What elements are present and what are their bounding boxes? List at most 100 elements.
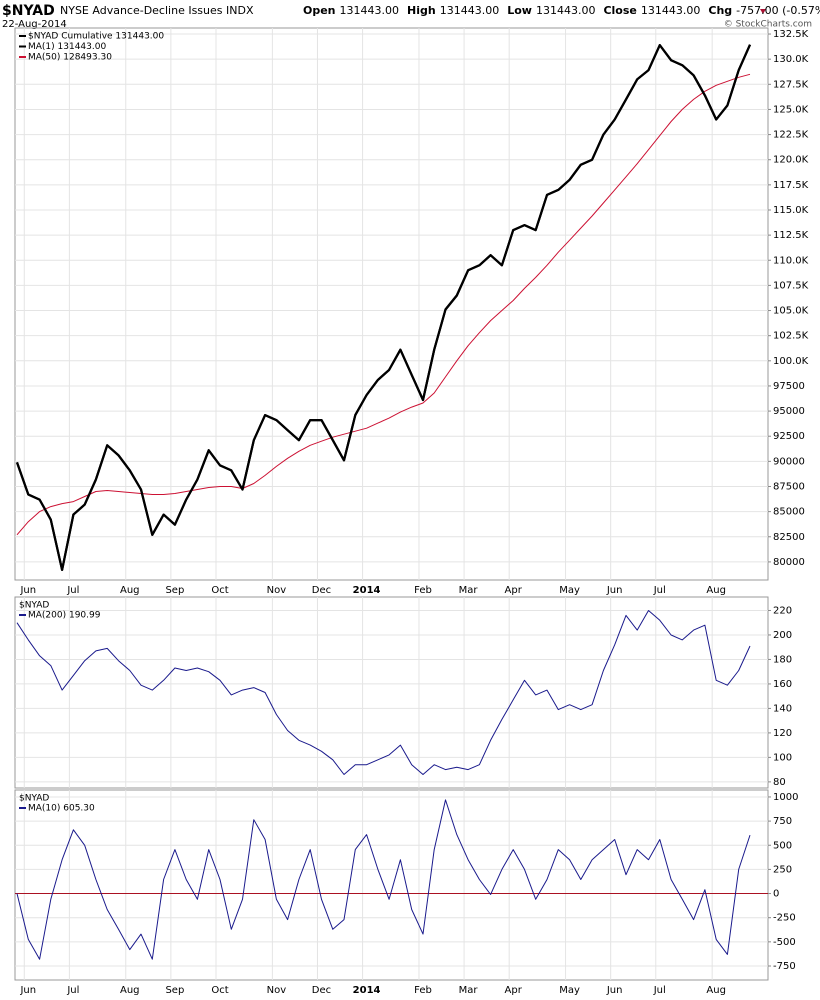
- x-tick-label: Nov: [267, 585, 287, 596]
- y-tick-label: 82500: [773, 532, 805, 543]
- y-tick-label: 97500: [773, 381, 805, 392]
- x-tick-label: Sep: [165, 985, 184, 996]
- y-tick-label: 0: [773, 889, 779, 900]
- x-tick-label: May: [559, 985, 580, 996]
- x-tick-label: Aug: [706, 985, 726, 996]
- y-tick-label: 120: [773, 728, 792, 739]
- quote-value: 131443.00: [536, 4, 596, 17]
- y-tick-label: -750: [773, 961, 796, 972]
- y-tick-label: 180: [773, 654, 792, 665]
- y-tick-label: -500: [773, 937, 796, 948]
- copyright: © StockCharts.com: [724, 20, 812, 30]
- y-tick-label: 110.0K: [773, 255, 809, 266]
- security-name: NYSE Advance-Decline Issues INDX: [60, 4, 254, 17]
- x-tick-label: Jun: [19, 985, 36, 996]
- y-tick-label: 100.0K: [773, 356, 809, 367]
- quote-value: 131443.00: [340, 4, 400, 17]
- panel-frame: [14, 27, 769, 581]
- x-tick-label: Dec: [312, 585, 331, 596]
- x-tick-label: Mar: [459, 585, 479, 596]
- x-tick-label: Feb: [414, 985, 432, 996]
- y-tick-label: 100: [773, 752, 792, 763]
- x-tick-label: Jul: [653, 585, 666, 596]
- y-tick-label: 750: [773, 816, 792, 827]
- y-tick-label: 112.5K: [773, 230, 809, 241]
- x-tick-label: Dec: [312, 985, 331, 996]
- x-tick-label: Jul: [66, 585, 79, 596]
- y-tick-label: 105.0K: [773, 306, 809, 317]
- legend-label: $NYAD Cumulative 131443.00: [28, 32, 164, 42]
- x-tick-label: Jun: [606, 585, 623, 596]
- panel-frame: [14, 596, 769, 789]
- panel-frame: [14, 789, 769, 981]
- y-tick-label: 200: [773, 630, 792, 641]
- x-tick-label: 2014: [353, 985, 381, 996]
- change-arrow: [760, 9, 766, 14]
- y-tick-label: 220: [773, 605, 792, 616]
- y-tick-label: 90000: [773, 456, 805, 467]
- y-tick-label: 92500: [773, 431, 805, 442]
- y-tick-label: 107.5K: [773, 280, 809, 291]
- quote-label: Chg: [708, 4, 732, 17]
- legend-label: MA(50) 128493.30: [28, 53, 112, 63]
- legend-label: MA(10) 605.30: [28, 804, 95, 814]
- quote-label: Low: [507, 4, 532, 17]
- y-tick-label: 140: [773, 703, 792, 714]
- series-line: [16, 610, 751, 775]
- quote-label: Close: [603, 4, 636, 17]
- quote-label: Open: [303, 4, 336, 17]
- quote: Open 131443.00 High 131443.00 Low 131443.00 Cl…: [303, 4, 820, 17]
- symbol: $NYAD: [2, 3, 55, 19]
- y-tick-label: 117.5K: [773, 180, 809, 191]
- y-tick-label: 500: [773, 840, 792, 851]
- x-tick-label: Jun: [19, 585, 36, 596]
- y-tick-label: 115.0K: [773, 205, 809, 216]
- y-tick-label: 120.0K: [773, 155, 809, 166]
- x-tick-label: Apr: [505, 985, 523, 996]
- x-tick-label: Mar: [459, 985, 479, 996]
- panel-title: $NYAD: [19, 601, 49, 611]
- x-tick-label: Jun: [606, 985, 623, 996]
- y-tick-label: 80: [773, 777, 786, 788]
- panel-title: $NYAD: [19, 794, 49, 804]
- quote-value: 131443.00: [440, 4, 500, 17]
- y-tick-label: 250: [773, 864, 792, 875]
- y-tick-label: 87500: [773, 481, 805, 492]
- x-tick-label: Nov: [267, 985, 287, 996]
- x-tick-label: Jul: [66, 985, 79, 996]
- y-tick-label: 132.5K: [773, 29, 809, 40]
- y-tick-label: 122.5K: [773, 130, 809, 141]
- y-tick-label: 125.0K: [773, 104, 809, 115]
- date: 22-Aug-2014: [2, 19, 67, 30]
- quote-value: -757.00 (-0.57%): [736, 4, 820, 17]
- x-tick-label: Aug: [120, 985, 140, 996]
- x-tick-label: Sep: [165, 585, 184, 596]
- x-tick-label: Oct: [211, 985, 228, 996]
- y-tick-label: 1000: [773, 792, 798, 803]
- series-line: [16, 73, 751, 536]
- y-tick-label: 102.5K: [773, 331, 809, 342]
- y-tick-label: 85000: [773, 507, 805, 518]
- quote-value: 131443.00: [641, 4, 701, 17]
- series-line: [15, 44, 752, 571]
- y-tick-label: 130.0K: [773, 54, 809, 65]
- y-tick-label: 160: [773, 679, 792, 690]
- x-tick-label: Oct: [211, 585, 228, 596]
- x-tick-label: Aug: [706, 585, 726, 596]
- y-tick-label: 80000: [773, 557, 805, 568]
- y-tick-label: 95000: [773, 406, 805, 417]
- x-tick-label: Jul: [653, 985, 666, 996]
- x-tick-label: May: [559, 585, 580, 596]
- series-line: [16, 799, 751, 960]
- legend-label: MA(1) 131443.00: [28, 42, 106, 52]
- quote-label: High: [407, 4, 436, 17]
- legend-label: MA(200) 190.99: [28, 611, 101, 621]
- series-line: [15, 44, 752, 571]
- y-tick-label: -250: [773, 913, 796, 924]
- x-tick-label: Aug: [120, 585, 140, 596]
- x-tick-label: Apr: [505, 585, 523, 596]
- y-tick-label: 127.5K: [773, 79, 809, 90]
- x-tick-label: Feb: [414, 585, 432, 596]
- x-tick-label: 2014: [353, 585, 381, 596]
